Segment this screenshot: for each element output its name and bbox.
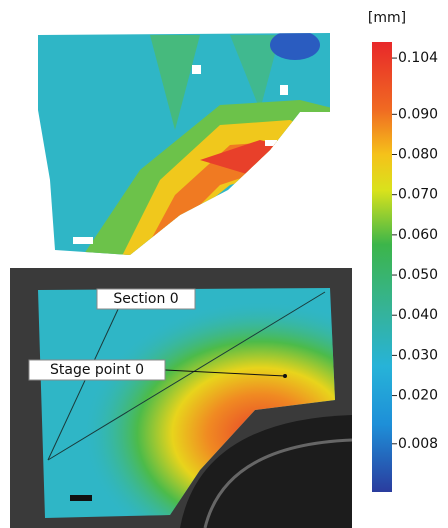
colorbar: [372, 42, 392, 492]
tick-label: 0.104: [398, 50, 438, 66]
tick-label: 0.060: [398, 227, 438, 243]
colorbar-unit: [mm]: [368, 10, 406, 26]
top-map: [38, 33, 330, 255]
bottom-photo: Section 0 Stage point 0: [10, 268, 353, 528]
tick-label: 0.008: [398, 436, 438, 452]
tick-label: 0.030: [398, 347, 438, 363]
tick-label: 0.070: [398, 187, 438, 203]
section-label: Section 0: [113, 291, 178, 307]
tick-label: 0.050: [398, 267, 438, 283]
tick-label: 0.090: [398, 106, 438, 122]
tick-label: 0.020: [398, 388, 438, 404]
tick-label: 0.040: [398, 307, 438, 323]
tick-label: 0.080: [398, 147, 438, 163]
stage-point-label: Stage point 0: [50, 362, 144, 378]
